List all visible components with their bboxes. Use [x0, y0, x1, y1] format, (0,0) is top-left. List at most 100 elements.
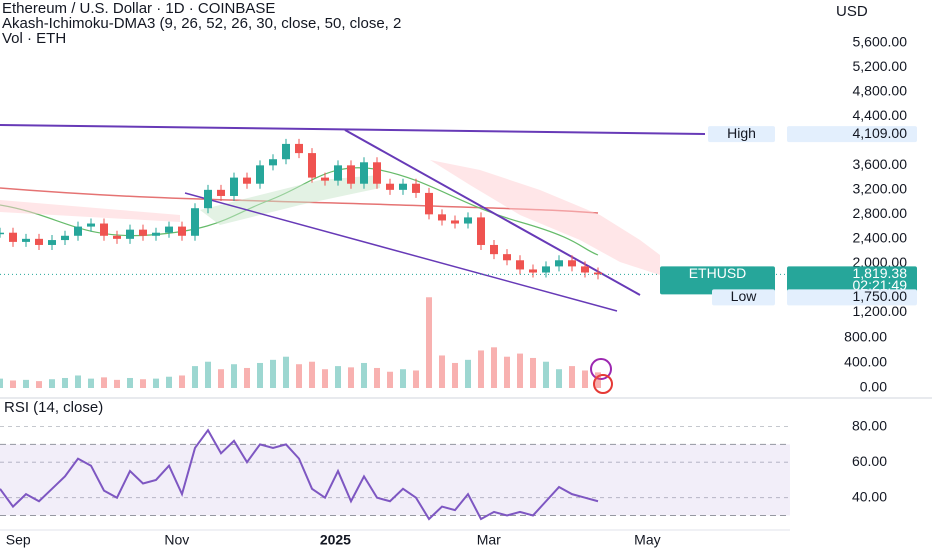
currency-label: USD: [836, 3, 868, 20]
y-tick-label: 3,600.00: [853, 156, 908, 172]
volume-bar: [270, 359, 276, 388]
volume-bar: [478, 350, 484, 388]
candle-body: [373, 162, 381, 184]
volume-bar: [179, 375, 185, 388]
volume-bar: [283, 356, 289, 388]
volume-bar: [309, 361, 315, 388]
candle-body: [269, 159, 277, 166]
candle-body: [0, 232, 4, 235]
candle-body: [568, 260, 576, 267]
volume-bar: [543, 361, 549, 388]
candle-body: [256, 165, 264, 184]
volume-bar: [465, 359, 471, 388]
volume-label: Vol · ETH: [2, 30, 66, 47]
y-tick-label: 4,800.00: [853, 83, 908, 99]
volume-bar: [322, 369, 328, 388]
high-value: 4,109.00: [853, 125, 908, 141]
volume-bar: [517, 353, 523, 388]
candle-body: [217, 189, 225, 196]
volume-bar: [556, 369, 562, 388]
volume-tick-label: 800.00: [844, 329, 887, 345]
x-tick-label: 2025: [320, 532, 351, 548]
high-label: High: [727, 125, 756, 141]
event-icon[interactable]: [590, 358, 612, 380]
candle-body: [542, 266, 550, 273]
candle-body: [126, 229, 134, 239]
volume-bar: [101, 377, 107, 388]
candle-body: [191, 208, 199, 236]
volume-bar: [530, 357, 536, 388]
indicator-label: Akash-Ichimoku-DMA3 (9, 26, 52, 26, 30, …: [2, 15, 401, 32]
volume-bar: [0, 378, 3, 388]
candle-body: [412, 183, 420, 193]
candle-body: [490, 244, 498, 255]
candle-body: [594, 272, 602, 275]
volume-bar: [231, 364, 237, 388]
volume-bar: [218, 369, 224, 388]
candle-body: [295, 143, 303, 154]
volume-bar: [387, 371, 393, 388]
ichimoku-cloud: [430, 160, 660, 275]
candle-body: [425, 192, 433, 215]
volume-bar: [257, 362, 263, 388]
low-value-bg: [787, 289, 917, 306]
y-tick-label: 2,400.00: [853, 230, 908, 246]
candle-body: [321, 177, 329, 181]
y-tick-label: 2,000.00: [853, 254, 908, 270]
volume-bar: [49, 379, 55, 388]
candle-body: [22, 238, 30, 242]
candle-body: [334, 165, 342, 181]
candle-body: [243, 177, 251, 184]
volume-bar: [166, 376, 172, 388]
candle-body: [9, 232, 17, 242]
low-value: 1,750.00: [853, 288, 908, 304]
y-tick-label: 5,600.00: [853, 34, 908, 50]
candle-body: [399, 183, 407, 190]
volume-bar: [62, 377, 68, 388]
volume-bar: [127, 377, 133, 388]
volume-bar: [140, 379, 146, 388]
candle-body: [87, 223, 95, 227]
candle-body: [35, 238, 43, 245]
volume-bar: [23, 379, 29, 388]
chart-title: Ethereum / U.S. Dollar · 1D · COINBASE: [2, 0, 275, 17]
volume-tick-label: 400.00: [844, 354, 887, 370]
y-tick-label: 4,400.00: [853, 107, 908, 123]
trend-line: [0, 124, 706, 135]
last-label: ETHUSD: [689, 265, 747, 281]
y-tick-label: 1,200.00: [853, 303, 908, 319]
volume-bar: [335, 366, 341, 388]
volume-bar: [400, 369, 406, 388]
volume-bar: [244, 367, 250, 388]
low-label: Low: [731, 288, 758, 304]
candle-body: [308, 153, 316, 178]
candle-body: [503, 254, 511, 261]
volume-bar: [192, 366, 198, 388]
x-tick-label: May: [634, 532, 660, 548]
volume-bar: [296, 364, 302, 388]
rsi-tick-label: 80.00: [852, 417, 887, 433]
volume-bar: [504, 356, 510, 388]
candle-body: [451, 220, 459, 224]
candle-body: [61, 235, 69, 241]
event-icon[interactable]: [593, 374, 613, 394]
last-label-bg: [660, 266, 775, 295]
last-value-bg: [787, 266, 917, 295]
candle-body: [100, 223, 108, 236]
volume-bar: [491, 347, 497, 388]
candle-body: [204, 189, 212, 209]
candle-body: [165, 226, 173, 233]
candle-body: [48, 240, 56, 245]
y-tick-label: 2,800.00: [853, 205, 908, 221]
candle-body: [386, 183, 394, 190]
candle-body: [282, 143, 290, 160]
rsi-tick-label: 60.00: [852, 453, 887, 469]
volume-bar: [569, 366, 575, 388]
low-label-bg: [712, 289, 775, 306]
candle-body: [230, 177, 238, 196]
x-tick-label: Mar: [477, 532, 501, 548]
volume-bar: [10, 380, 16, 388]
rsi-line: [0, 428, 599, 521]
